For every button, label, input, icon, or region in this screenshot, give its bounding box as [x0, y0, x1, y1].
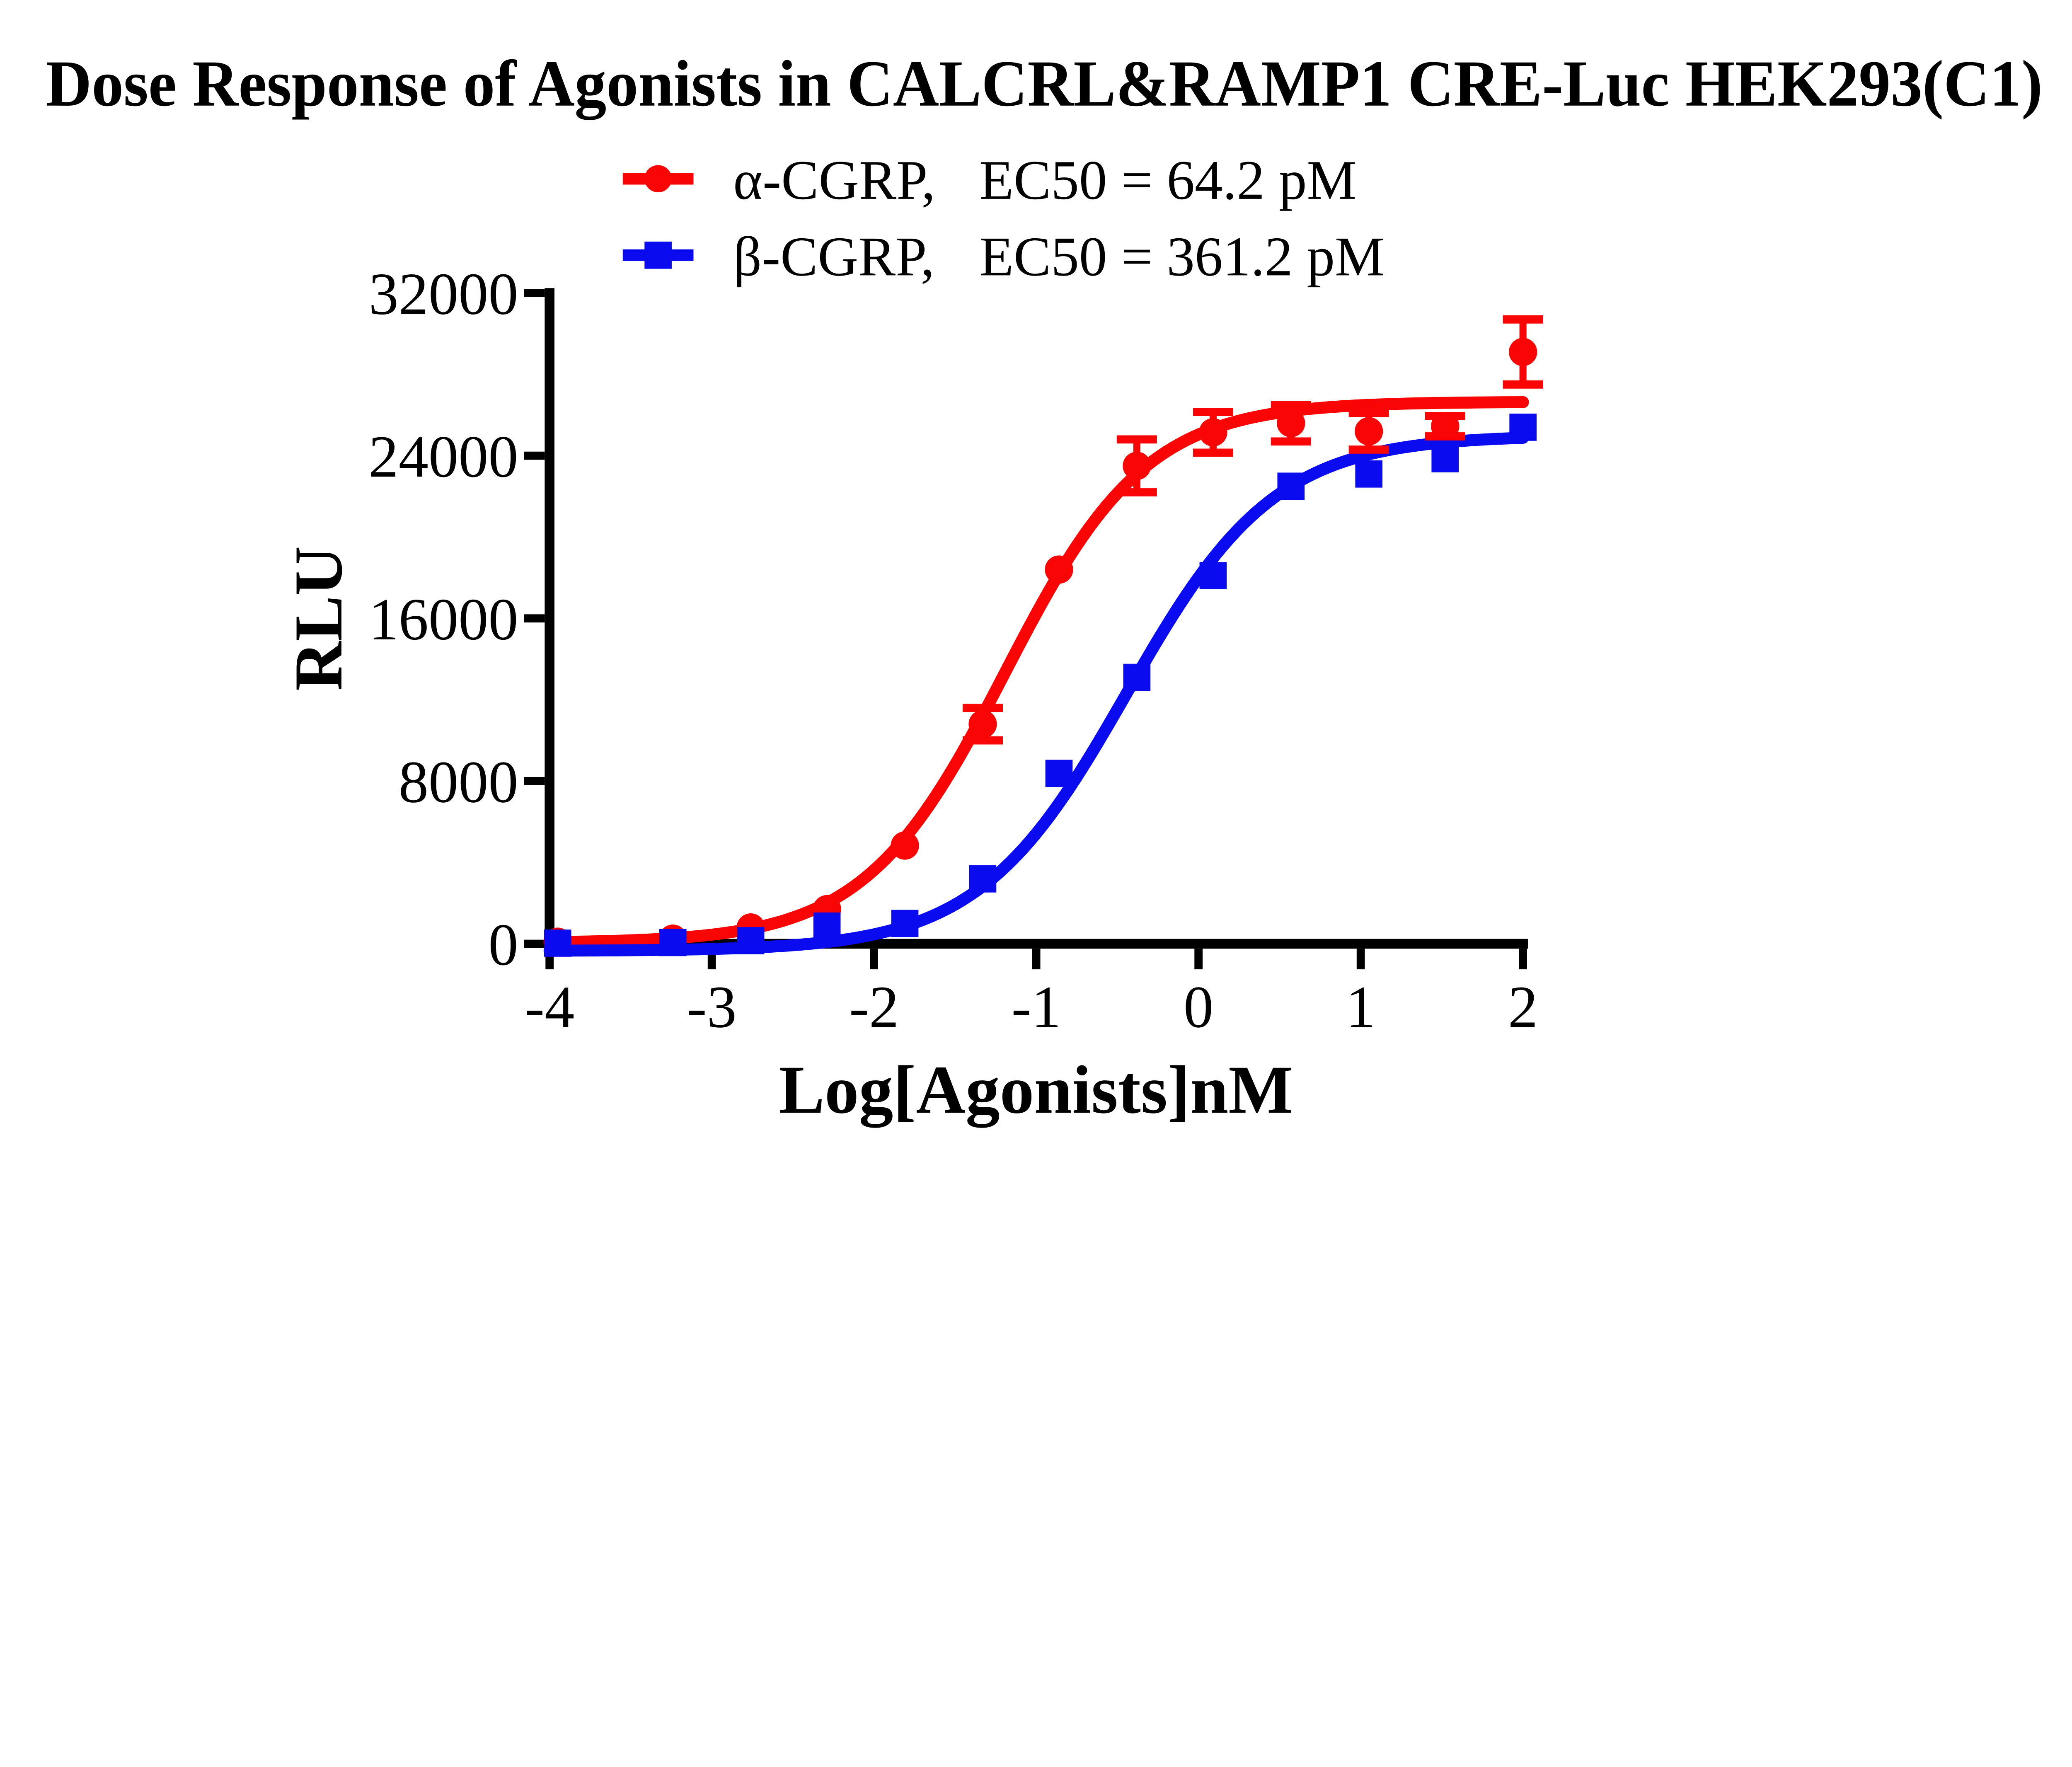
- legend-item-beta-cgrp: β-CGRP, EC50 = 361.2 pM: [622, 225, 1385, 288]
- data-point-beta-cgrp: [1431, 445, 1459, 472]
- data-point-alpha-cgrp: [1045, 555, 1073, 584]
- y-tick-label: 8000: [399, 749, 518, 815]
- y-tick-label: 16000: [369, 586, 518, 653]
- data-point-alpha-cgrp: [1277, 409, 1305, 438]
- y-tick-label: 0: [488, 912, 518, 978]
- y-tick-label: 24000: [369, 424, 518, 490]
- x-tick-label: 2: [1508, 974, 1538, 1040]
- data-point-beta-cgrp: [1355, 460, 1383, 488]
- x-tick-label: -3: [687, 974, 737, 1040]
- data-point-beta-cgrp: [1123, 663, 1151, 691]
- data-point-beta-cgrp: [737, 927, 765, 954]
- x-tick-label: 1: [1346, 974, 1376, 1040]
- data-point-beta-cgrp: [1045, 760, 1073, 787]
- x-tick-label: -2: [849, 974, 899, 1040]
- data-point-alpha-cgrp: [1199, 418, 1227, 447]
- dose-response-chart: Dose Response of Agonists in CALCRL&RAMP…: [46, 47, 2043, 1128]
- x-tick-label: 0: [1184, 974, 1213, 1040]
- data-point-beta-cgrp: [1277, 472, 1305, 500]
- data-point-beta-cgrp: [544, 929, 571, 957]
- data-point-beta-cgrp: [659, 929, 687, 956]
- x-axis-title: Log[Agonists]nM: [779, 1052, 1293, 1128]
- chart-title: Dose Response of Agonists in CALCRL&RAMP…: [46, 47, 2043, 120]
- legend-ec50-beta: EC50 = 361.2 pM: [979, 225, 1385, 288]
- data-point-alpha-cgrp: [1509, 338, 1537, 366]
- data-point-alpha-cgrp: [1123, 452, 1151, 480]
- y-axis-title: RLU: [281, 546, 356, 691]
- data-point-beta-cgrp: [969, 865, 997, 893]
- data-point-beta-cgrp: [1199, 562, 1227, 590]
- data-point-alpha-cgrp: [891, 831, 919, 860]
- legend-label-alpha: α-CGRP,: [733, 149, 935, 211]
- x-tick-label: -1: [1011, 974, 1061, 1040]
- legend: α-CGRP, EC50 = 64.2 pM β-CGRP, EC50 = 36…: [622, 149, 1385, 288]
- axes: -4 -3 -2 -1 0 1 2 0 8000 16000 24000 32000: [369, 261, 1538, 1041]
- legend-circle-icon: [644, 165, 672, 193]
- data-point-beta-cgrp: [813, 912, 841, 940]
- data-point-alpha-cgrp: [1355, 417, 1383, 445]
- y-tick-label: 32000: [369, 261, 518, 327]
- data-point-alpha-cgrp: [968, 710, 997, 738]
- data-point-beta-cgrp: [891, 910, 919, 937]
- data-point-alpha-cgrp: [1431, 412, 1460, 441]
- legend-ec50-alpha: EC50 = 64.2 pM: [979, 149, 1356, 211]
- x-tick-label: -4: [525, 974, 574, 1040]
- fit-curve-beta: [543, 432, 1529, 957]
- plot-area: [543, 315, 1543, 957]
- data-point-beta-cgrp: [1509, 414, 1537, 441]
- legend-square-icon: [644, 241, 672, 269]
- legend-item-alpha-cgrp: α-CGRP, EC50 = 64.2 pM: [622, 149, 1357, 211]
- legend-label-beta: β-CGRP,: [733, 225, 934, 288]
- fit-curve-alpha: [543, 396, 1529, 948]
